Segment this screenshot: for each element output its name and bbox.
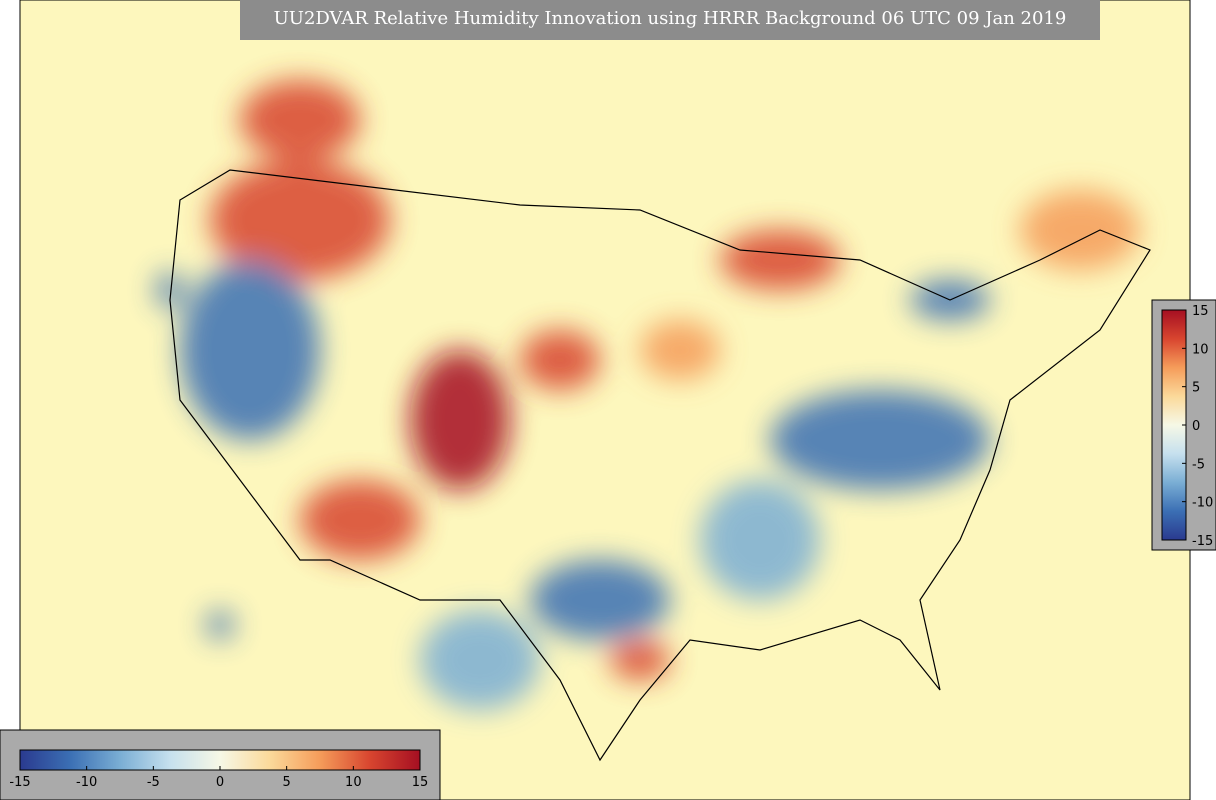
tick-label: -5 — [147, 775, 160, 790]
tick-label: -15 — [1192, 534, 1213, 549]
tick-label: -5 — [1192, 457, 1205, 472]
title: UU2DVAR Relative Humidity Innovation usi… — [274, 8, 1067, 29]
colorbars: -15 -15 -10 -10 -5 -5 0 0 5 5 10 10 15 15 — [9, 304, 1213, 790]
tick-label: 15 — [1192, 304, 1209, 319]
tick-label: -15 — [9, 775, 30, 790]
tick-label: -10 — [76, 775, 97, 790]
tick-label: 10 — [345, 775, 362, 790]
humidity-field — [156, 80, 1140, 710]
us-outline — [169, 169, 1151, 762]
tick-label: 10 — [1192, 342, 1209, 357]
tick-label: 5 — [1192, 381, 1200, 396]
tick-label: -10 — [1192, 496, 1213, 511]
tick-label: 0 — [216, 775, 224, 790]
tick-label: 5 — [283, 775, 291, 790]
tick-label: 15 — [412, 775, 429, 790]
title-box — [240, 0, 1100, 40]
tick-label: 0 — [1192, 419, 1200, 434]
